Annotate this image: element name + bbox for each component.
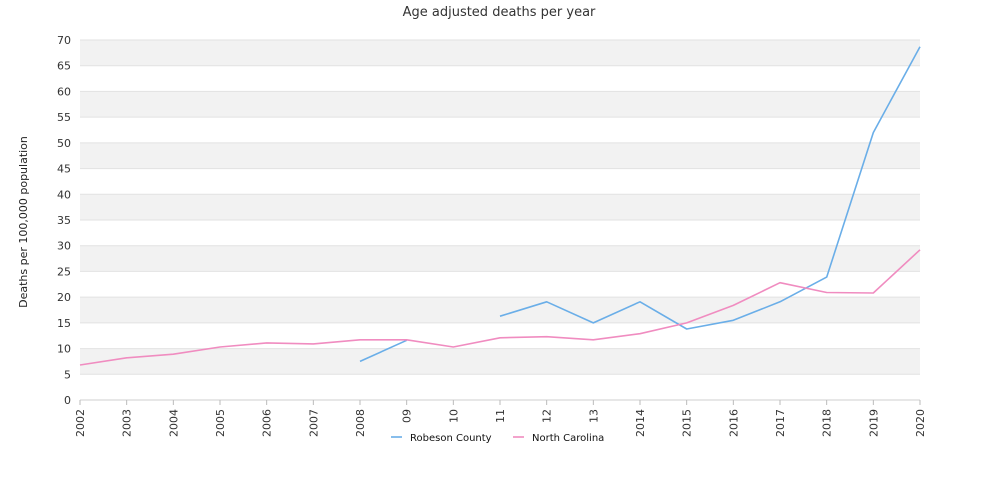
y-axis-label: Deaths per 100,000 population — [17, 136, 30, 308]
y-tick-label: 5 — [64, 368, 71, 381]
x-tick-label: 2018 — [821, 409, 834, 437]
chart-title: Age adjusted deaths per year — [403, 5, 596, 20]
x-tick-label: 2015 — [681, 409, 694, 437]
grid-band — [80, 271, 920, 298]
y-tick-label: 40 — [57, 188, 71, 201]
x-tick-label: 2004 — [167, 409, 180, 437]
grid-lines — [80, 39, 920, 401]
y-tick-label: 20 — [57, 291, 71, 304]
grid-band — [80, 374, 920, 400]
x-tick-label: 2003 — [121, 409, 134, 437]
grid-band — [80, 168, 920, 195]
legend-label-robeson-county: Robeson County — [410, 433, 492, 444]
grid-band — [80, 117, 920, 143]
x-tick-label: 2016 — [727, 409, 740, 437]
y-tick-label: 65 — [57, 60, 71, 73]
x-tick-label: 11 — [494, 409, 507, 423]
x-tick-label: 2014 — [634, 409, 647, 437]
y-tick-label: 10 — [57, 343, 71, 356]
grid-band — [80, 194, 920, 220]
x-tick-label: 2006 — [261, 409, 274, 437]
y-tick-label: 50 — [57, 137, 71, 150]
legend: Robeson County North Carolina — [391, 433, 604, 444]
grid-band — [80, 322, 920, 349]
grid-band — [80, 91, 920, 118]
x-tick-label: 2019 — [867, 409, 880, 437]
x-tick-label: 09 — [401, 409, 414, 423]
x-tick-label: 2005 — [214, 409, 227, 437]
series-line-north-carolina — [79, 249, 921, 366]
legend-label-north-carolina: North Carolina — [532, 433, 604, 444]
x-tick-label: 2020 — [914, 409, 927, 437]
y-tick-label: 70 — [57, 34, 71, 47]
series-line-robeson-county — [359, 339, 408, 363]
x-tick-label: 10 — [447, 409, 460, 423]
grid-band — [80, 65, 920, 92]
y-tick-label: 25 — [57, 265, 71, 278]
y-tick-label: 30 — [57, 240, 71, 253]
y-axis-ticks: 0 5 10 15 20 25 30 35 40 45 50 55 60 65 70 — [57, 34, 71, 407]
grid-band — [80, 142, 920, 169]
y-tick-label: 0 — [64, 394, 71, 407]
y-tick-label: 55 — [57, 111, 71, 124]
x-tick-label: 2017 — [774, 409, 787, 437]
series-line-robeson-county — [499, 46, 921, 330]
grid-band — [80, 40, 920, 66]
grid-band — [80, 297, 920, 323]
series-lines — [79, 46, 921, 366]
y-tick-label: 35 — [57, 214, 71, 227]
y-tick-label: 60 — [57, 85, 71, 98]
x-axis-ticks: 2002 2003 2004 2005 2006 2007 2008 09 10 11 12 13 20… — [74, 400, 927, 437]
grid-band — [80, 220, 920, 246]
y-tick-label: 15 — [57, 317, 71, 330]
x-tick-label: 13 — [587, 409, 600, 423]
x-tick-label: 2008 — [354, 409, 367, 437]
grid-band — [80, 348, 920, 375]
y-tick-label: 45 — [57, 163, 71, 176]
x-tick-label: 12 — [541, 409, 554, 423]
x-tick-label: 2007 — [307, 409, 320, 437]
x-tick-label: 2002 — [74, 409, 87, 437]
grid-band — [80, 245, 920, 272]
